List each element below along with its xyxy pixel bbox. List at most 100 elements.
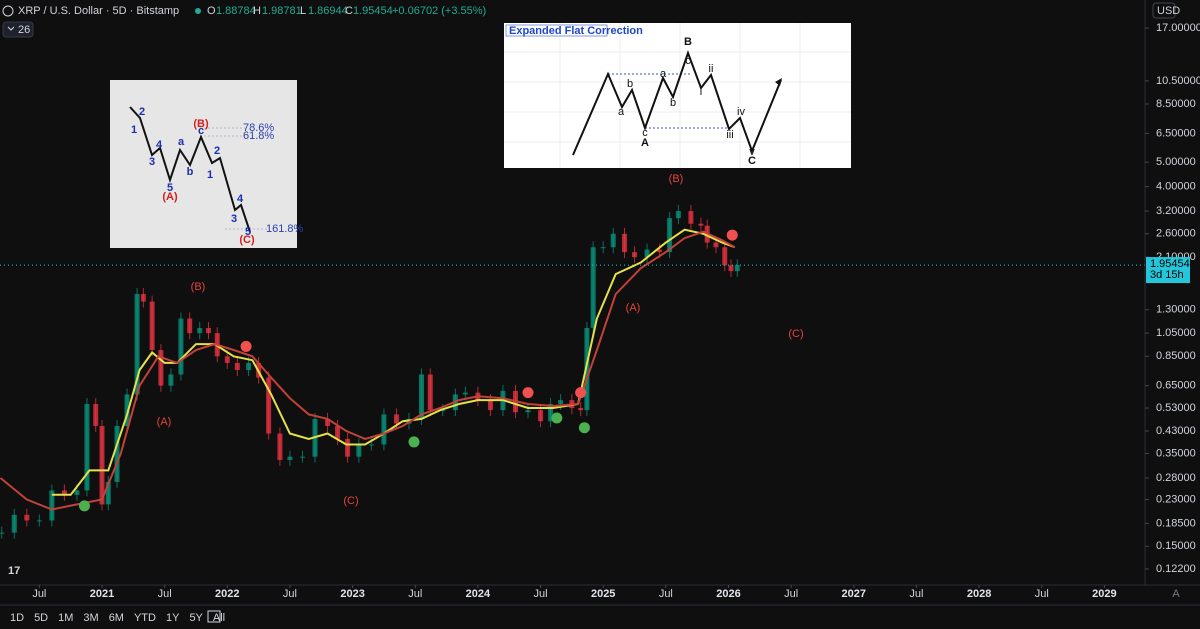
signal-dot	[408, 436, 420, 448]
candle	[335, 425, 341, 439]
x-tick-label: Jul	[784, 588, 798, 600]
candle	[105, 481, 111, 505]
y-tick-label: 6.50000	[1156, 127, 1196, 139]
x-tick-label: 2026	[716, 588, 740, 600]
candle	[558, 400, 564, 404]
timeframe-button[interactable]: 5D	[34, 612, 48, 624]
x-tick-label: 2021	[90, 588, 114, 600]
candle	[74, 490, 80, 495]
inset-right: Expanded Flat CorrectionBACabcabciiiiiii…	[504, 23, 851, 168]
high: 1.98781	[262, 5, 302, 17]
fib-label: 78.6%	[243, 122, 274, 134]
timeframe-button[interactable]: 5Y	[189, 612, 203, 624]
close: 1.95454	[353, 5, 393, 17]
candle	[24, 514, 30, 521]
auto-scale[interactable]: A	[1172, 588, 1180, 600]
signal-dot	[726, 229, 738, 241]
x-tick-label: 2025	[591, 588, 615, 600]
x-tick-label: 2029	[1092, 588, 1116, 600]
timeframe-button[interactable]: 3M	[83, 612, 98, 624]
wave-minor: b	[670, 97, 676, 109]
market-status	[195, 8, 201, 14]
candle	[667, 218, 673, 253]
fib-label: 61.8%	[243, 130, 274, 142]
indicators-toggle[interactable]	[2, 21, 34, 38]
candle	[657, 249, 663, 253]
wave-label: (C)	[788, 328, 803, 340]
y-tick-label: 1.30000	[1156, 304, 1196, 316]
signal-dot	[78, 500, 90, 512]
candle	[134, 294, 140, 395]
o-label: O	[207, 5, 216, 17]
calendar-icon[interactable]	[207, 610, 221, 623]
wave-number: 2	[139, 106, 145, 118]
candle	[548, 403, 554, 422]
y-tick-label: 0.12200	[1156, 563, 1196, 575]
wave-major: B	[684, 36, 692, 48]
low: 1.86944	[308, 5, 348, 17]
x-tick-label: Jul	[408, 588, 422, 600]
countdown: 3d 15h	[1150, 269, 1184, 281]
signal-dot	[575, 387, 587, 399]
candle	[140, 294, 146, 302]
wave-label: (C)	[343, 495, 358, 507]
signal-dot	[578, 422, 590, 434]
symbol-icon	[2, 5, 14, 17]
moving-average	[51, 228, 736, 496]
x-tick-label: 2023	[340, 588, 364, 600]
candle	[675, 211, 681, 219]
wave-path	[572, 50, 782, 156]
change: +0.06702 (+3.55%)	[392, 5, 486, 17]
wave-major: C	[748, 155, 756, 167]
currency: USD	[1157, 5, 1180, 17]
y-tick-label: 0.85000	[1156, 350, 1196, 362]
candle	[124, 394, 130, 426]
wave-minor: ii	[709, 63, 714, 75]
y-tick-label: 2.60000	[1156, 228, 1196, 240]
signal-dot	[240, 340, 252, 352]
candle	[610, 233, 616, 248]
h-label: H	[253, 5, 261, 17]
x-tick-label: 2028	[967, 588, 991, 600]
wave-label: (B)	[191, 281, 206, 293]
candle	[632, 252, 638, 258]
wave-major: A	[641, 137, 649, 149]
timeframe-button[interactable]: 1Y	[166, 612, 180, 624]
candle	[356, 444, 362, 457]
wave-number: 5	[245, 226, 251, 238]
timeframe-button[interactable]: 1D	[10, 612, 24, 624]
wave-degree: (C)	[239, 234, 255, 246]
candle	[590, 247, 596, 329]
timeframe-button[interactable]: 6M	[109, 612, 124, 624]
wave-number: 4	[237, 193, 244, 205]
y-tick-label: 0.35000	[1156, 447, 1196, 459]
wave-number: 1	[207, 169, 213, 181]
candle	[713, 242, 719, 248]
timeframe-button[interactable]: 1M	[58, 612, 73, 624]
candle	[381, 414, 387, 445]
wave-number: 5	[167, 182, 173, 194]
x-tick-label: Jul	[158, 588, 172, 600]
y-tick-label: 10.50000	[1156, 75, 1200, 87]
symbol[interactable]: XRP / U.S. Dollar · 5D · Bitstamp	[18, 5, 179, 17]
candle	[84, 403, 90, 491]
wave-number: 3	[149, 156, 155, 168]
candle	[538, 410, 544, 422]
candle	[11, 514, 17, 533]
wave-minor: b	[627, 78, 633, 90]
candle	[525, 410, 531, 413]
y-tick-label: 3.20000	[1156, 205, 1196, 217]
candle	[728, 265, 734, 272]
currency-button[interactable]	[1152, 2, 1176, 19]
y-tick-label: 5.00000	[1156, 156, 1196, 168]
arrow-head	[775, 78, 782, 86]
wave-degree: (A)	[162, 191, 178, 203]
wave-number: 1	[131, 124, 137, 136]
indicator-count: 26	[18, 24, 30, 36]
timeframe-button[interactable]: YTD	[134, 612, 156, 624]
candle	[206, 328, 212, 334]
timeframe-button[interactable]: All	[213, 612, 225, 624]
wave-number: 3	[231, 213, 237, 225]
candle	[427, 374, 433, 411]
candle	[36, 520, 42, 522]
